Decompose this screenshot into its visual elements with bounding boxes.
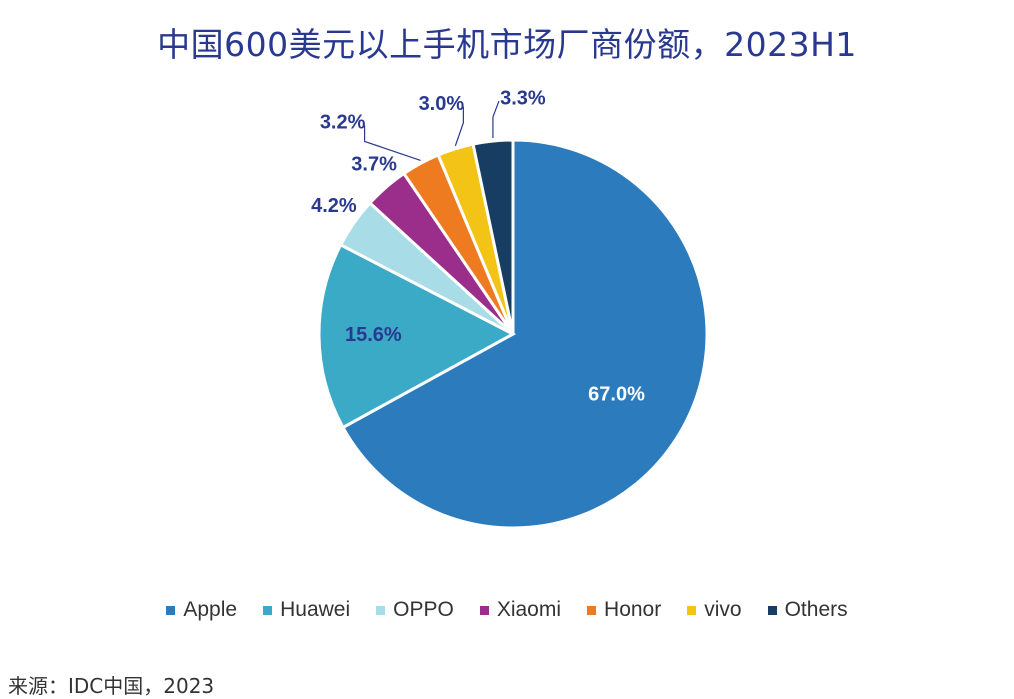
data-labels: 67.0% 15.6% 4.2% 3.7% 3.2% 3.0% 3.3% <box>311 87 645 405</box>
legend-item-huawei: Huawei <box>263 598 350 622</box>
legend-swatch <box>263 605 273 615</box>
data-label-vivo: 3.0% <box>419 93 465 115</box>
data-label-oppo: 4.2% <box>311 195 357 217</box>
legend-item-xiaomi: Xiaomi <box>479 598 562 622</box>
chart-title: 中国600美元以上手机市场厂商份额，2023H1 <box>157 25 857 64</box>
pie-slices <box>317 138 709 530</box>
legend-item-apple: Apple <box>166 598 237 622</box>
legend-swatch <box>376 605 386 615</box>
legend-item-others: Others <box>767 598 848 622</box>
legend: Apple Huawei OPPO Xiaomi Honor vivo Others <box>0 598 1014 622</box>
leader-lines <box>364 100 500 161</box>
data-label-apple: 67.0% <box>588 384 645 406</box>
data-label-honor: 3.2% <box>320 112 366 134</box>
pie-chart: 67.0% 15.6% 4.2% 3.7% 3.2% 3.0% 3.3% <box>311 87 709 530</box>
leader-line-others <box>492 100 500 139</box>
slice-huawei <box>317 242 517 430</box>
legend-item-honor: Honor <box>587 598 661 622</box>
data-label-xiaomi: 3.7% <box>351 154 397 176</box>
legend-item-vivo: vivo <box>687 598 742 622</box>
source-note: 来源：IDC中国，2023 <box>8 674 215 698</box>
data-label-huawei: 15.6% <box>345 324 402 346</box>
legend-label: Apple <box>183 598 238 621</box>
legend-label: OPPO <box>393 598 454 621</box>
legend-label: Others <box>784 598 848 621</box>
legend-label: vivo <box>704 598 742 621</box>
legend-swatch <box>687 605 697 615</box>
legend-label: Huawei <box>280 598 351 621</box>
leader-line-honor <box>364 125 421 161</box>
slice-others <box>471 138 515 335</box>
legend-swatch <box>587 605 597 615</box>
legend-swatch <box>767 605 777 615</box>
legend-swatch <box>166 605 176 615</box>
data-label-others: 3.3% <box>500 87 546 109</box>
leader-line-vivo <box>454 106 464 146</box>
legend-item-oppo: OPPO <box>376 598 454 622</box>
slice-apple <box>340 138 709 530</box>
legend-label: Honor <box>604 598 662 621</box>
legend-label: Xiaomi <box>496 598 562 621</box>
legend-swatch <box>479 605 489 615</box>
